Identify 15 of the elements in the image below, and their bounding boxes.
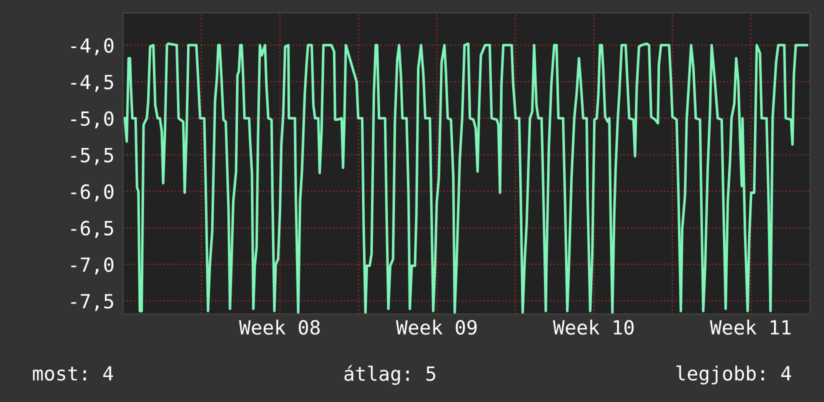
y-tick-label: -4,5 [71,74,114,92]
y-tick-label: -5,5 [71,148,114,165]
y-tick-label: -4,0 [71,38,114,56]
y-tick-label: -7,5 [71,294,114,312]
y-tick-label: -7,0 [71,257,114,274]
x-tick-label: Week 10 [552,320,634,335]
y-tick-label: -6,0 [71,184,114,202]
y-tick-label: -5,0 [71,111,114,128]
text: most: 4 [33,366,114,381]
x-tick-label: Week 09 [396,320,477,335]
x-tick-label: Week 08 [239,320,320,335]
x-tick-label: Week 11 [710,320,791,335]
text: legjobb: 4 [676,365,792,385]
text: átlag: 5 [344,365,436,385]
y-tick-label: -6,5 [71,220,114,238]
